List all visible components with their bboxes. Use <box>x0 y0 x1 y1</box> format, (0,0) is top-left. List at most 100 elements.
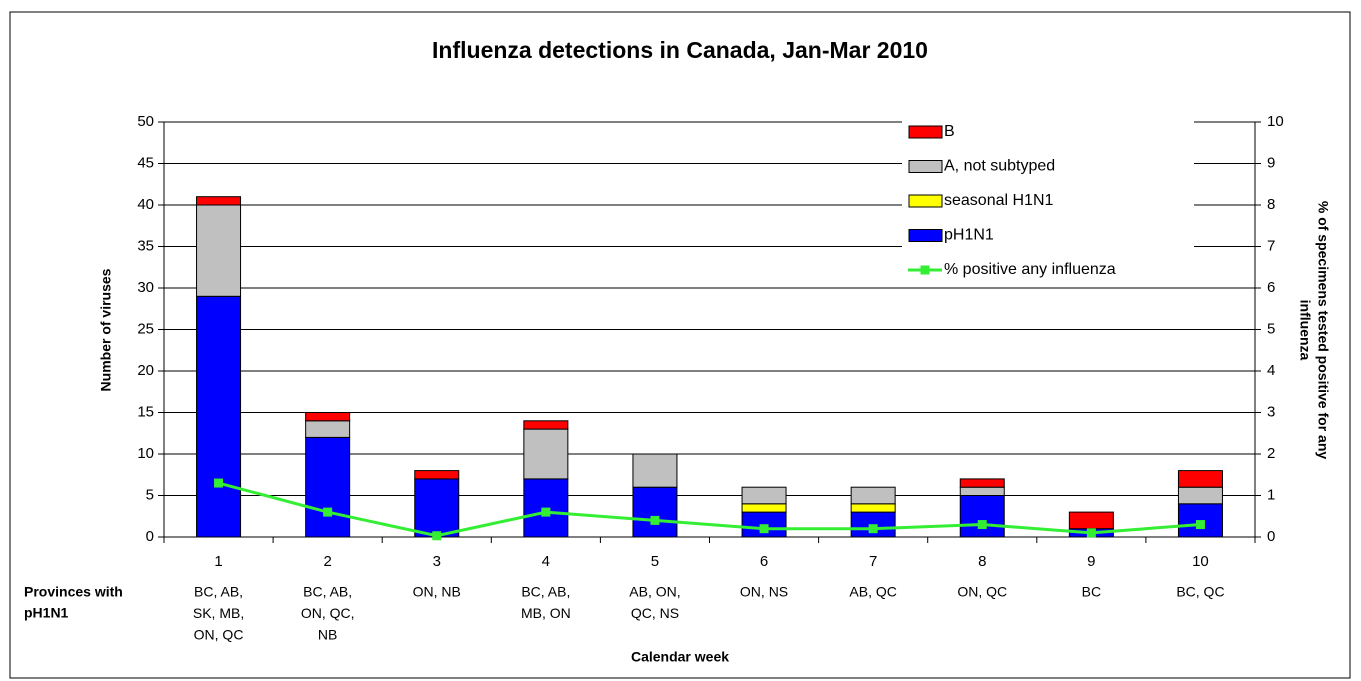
x-tick-label: 4 <box>542 553 550 570</box>
y2-tick-label: 7 <box>1267 237 1275 254</box>
y-tick-label: 0 <box>146 528 154 545</box>
province-label: BC, AB, <box>303 584 352 600</box>
y-tick-label: 10 <box>137 445 154 462</box>
bar-segment <box>305 412 351 422</box>
bar-segment <box>523 420 569 430</box>
bar-segment <box>305 436 351 538</box>
bar-segment <box>959 486 1005 497</box>
x-tick-label: 5 <box>651 553 659 570</box>
y-tick-label: 50 <box>137 113 154 130</box>
y-tick-label: 40 <box>137 196 154 213</box>
line-marker <box>541 507 551 517</box>
x-tick-label: 1 <box>214 553 222 570</box>
bar-segment <box>1177 486 1223 505</box>
line-marker <box>650 515 660 525</box>
bar-segment <box>741 486 787 505</box>
line-marker <box>868 524 878 534</box>
y2-axis-title: influenza <box>1297 300 1313 361</box>
bar-segment <box>196 295 242 538</box>
province-label: ON, QC, <box>301 605 355 621</box>
province-label: NB <box>318 627 337 643</box>
bar-segment <box>959 478 1005 488</box>
y2-tick-label: 9 <box>1267 154 1275 171</box>
bar-segment <box>741 503 787 513</box>
bar-segment <box>959 495 1005 538</box>
province-label: AB, QC <box>849 584 896 600</box>
province-label: ON, NB <box>413 584 461 600</box>
line-marker <box>759 524 769 534</box>
line-marker <box>214 478 224 488</box>
province-label: AB, ON, <box>629 584 680 600</box>
line-marker <box>977 520 987 530</box>
province-label: ON, QC <box>957 584 1007 600</box>
x-tick-label: 7 <box>869 553 877 570</box>
x-tick-label: 10 <box>1192 553 1209 570</box>
bar-segment <box>850 486 896 505</box>
y2-tick-label: 10 <box>1267 113 1284 130</box>
bar-segment <box>196 204 242 297</box>
province-label: MB, ON <box>521 605 571 621</box>
y2-tick-label: 0 <box>1267 528 1275 545</box>
chart-title: Influenza detections in Canada, Jan-Mar … <box>432 37 928 63</box>
line-marker <box>323 507 333 517</box>
x-axis-title: Calendar week <box>631 649 729 665</box>
province-label: BC, AB, <box>194 584 243 600</box>
row-label: Provinces with <box>24 584 123 600</box>
legend-swatch <box>908 194 943 208</box>
x-tick-label: 9 <box>1087 553 1095 570</box>
x-tick-label: 3 <box>433 553 441 570</box>
legend-label: A, not subtyped <box>944 158 1055 175</box>
y-tick-label: 5 <box>146 486 154 503</box>
line-series <box>218 481 1201 538</box>
bar-segment <box>196 196 242 206</box>
province-label: ON, NS <box>740 584 788 600</box>
legend-swatch <box>908 229 943 242</box>
bar-segment <box>850 503 896 513</box>
bar-segment <box>414 470 460 480</box>
legend-background <box>902 115 1194 287</box>
province-label: BC, AB, <box>521 584 570 600</box>
y-tick-label: 35 <box>137 237 154 254</box>
x-tick-label: 2 <box>323 553 331 570</box>
legend-label: pH1N1 <box>944 227 994 244</box>
legend-swatch <box>908 125 943 139</box>
province-label: BC <box>1082 584 1101 600</box>
y2-tick-label: 3 <box>1267 403 1275 420</box>
province-label: QC, NS <box>631 605 679 621</box>
legend-label: seasonal H1N1 <box>944 192 1054 209</box>
province-label: SK, MB, <box>193 605 244 621</box>
bar-segment <box>305 420 351 438</box>
y-tick-label: 20 <box>137 362 154 379</box>
legend-label: B <box>944 123 955 140</box>
province-label: ON, QC <box>194 627 244 643</box>
bar-segment <box>523 478 569 538</box>
y2-tick-label: 6 <box>1267 279 1275 296</box>
bar-segment <box>1068 511 1114 530</box>
y2-tick-label: 2 <box>1267 445 1275 462</box>
y2-axis-title: % of specimens tested positive for any <box>1315 201 1331 460</box>
y-tick-label: 45 <box>137 154 154 171</box>
bar-segment <box>523 428 569 480</box>
bar-segment <box>632 453 678 488</box>
x-tick-label: 6 <box>760 553 768 570</box>
bar-segment <box>1177 470 1223 488</box>
x-tick-label: 8 <box>978 553 986 570</box>
bar-segment <box>632 486 678 538</box>
y-tick-label: 25 <box>137 320 154 337</box>
y-axis-title: Number of viruses <box>98 268 114 391</box>
y-tick-label: 30 <box>137 279 154 296</box>
y2-tick-label: 4 <box>1267 362 1275 379</box>
y-tick-label: 15 <box>137 403 154 420</box>
y2-tick-label: 1 <box>1267 486 1275 503</box>
line-marker <box>432 531 442 541</box>
line-marker <box>1195 520 1205 530</box>
row-label: pH1N1 <box>24 605 69 621</box>
y2-tick-label: 8 <box>1267 196 1275 213</box>
bar-segment <box>414 478 460 538</box>
province-label: BC, QC <box>1176 584 1224 600</box>
y2-tick-label: 5 <box>1267 320 1275 337</box>
legend-swatch <box>908 160 943 173</box>
line-marker <box>1086 528 1096 538</box>
legend-swatch <box>920 265 930 275</box>
